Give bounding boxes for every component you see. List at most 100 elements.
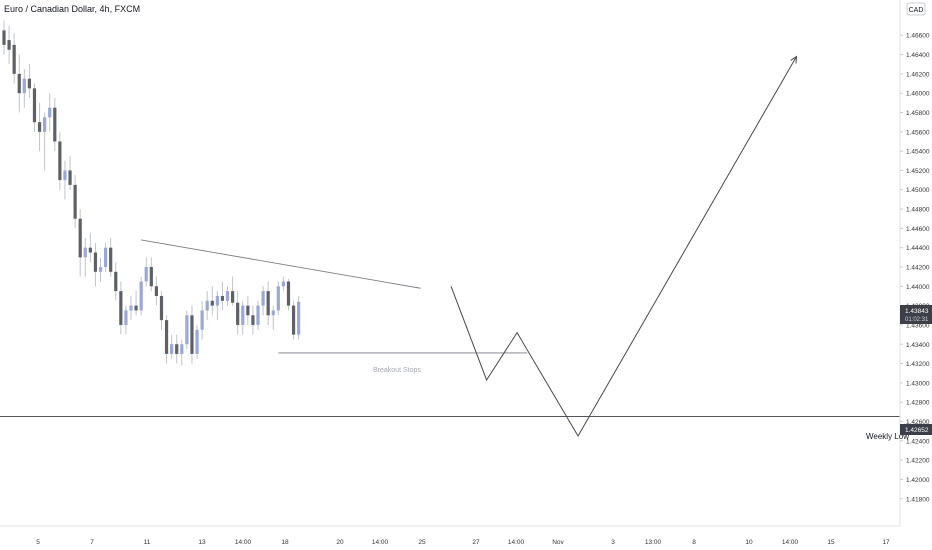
candle xyxy=(68,155,72,190)
candle xyxy=(164,315,169,364)
candle xyxy=(53,98,57,152)
time-axis[interactable]: 5 7 11 13 14:00 18 20 14:00 25 27 14:00 Nov 3 13:00 8 1… xyxy=(36,539,890,546)
candle-body xyxy=(119,291,123,325)
candle-body xyxy=(43,117,47,132)
price-tick-label: 1.44200 xyxy=(906,265,930,272)
candle xyxy=(78,209,82,277)
candle-body xyxy=(195,329,199,354)
price-tick-label: 1.42600 xyxy=(906,419,930,426)
candles-layer xyxy=(2,20,301,366)
candle-body xyxy=(73,184,77,219)
price-tick-label: 1.45000 xyxy=(906,187,930,194)
candle xyxy=(58,131,62,190)
drawings-layer xyxy=(0,55,900,437)
candle-body xyxy=(109,247,113,272)
candle-body xyxy=(58,141,62,181)
candle xyxy=(129,295,133,321)
candle xyxy=(231,276,235,306)
time-tick-label: 14:00 xyxy=(372,539,389,546)
currency-badge[interactable] xyxy=(906,2,926,16)
time-tick-label: 7 xyxy=(90,539,94,546)
candle xyxy=(286,278,291,311)
candle-body xyxy=(104,247,108,267)
candle xyxy=(2,20,6,55)
time-tick-label: 17 xyxy=(882,539,890,546)
candle-body xyxy=(256,305,260,325)
candle-body xyxy=(205,300,209,311)
current-price: 1.43843 xyxy=(905,308,929,315)
time-tick-label: 18 xyxy=(281,539,289,546)
candle-body xyxy=(220,295,225,301)
candle-body xyxy=(159,295,164,321)
candle-body xyxy=(164,320,169,354)
candle-body xyxy=(281,281,285,287)
candle-body xyxy=(88,247,92,253)
price-tick-label: 1.44000 xyxy=(906,284,930,291)
candle-body xyxy=(129,305,133,311)
candle xyxy=(266,281,270,325)
projection-arrowhead xyxy=(790,55,798,64)
candle xyxy=(281,276,285,292)
time-tick-label: 10 xyxy=(745,539,753,546)
candle xyxy=(98,257,103,282)
price-tick-label: 1.43400 xyxy=(906,342,930,349)
price-tick-label: 1.42000 xyxy=(906,477,930,484)
candle-body xyxy=(246,305,250,316)
candle-body xyxy=(124,310,128,325)
candle-body xyxy=(185,315,189,345)
candle xyxy=(93,242,98,287)
projection-path xyxy=(450,56,797,437)
price-tick-label: 1.43000 xyxy=(906,380,930,387)
currency-label: CAD xyxy=(909,7,924,14)
time-tick-label: Nov xyxy=(552,539,564,546)
candle-body xyxy=(170,344,174,354)
time-tick-label: 20 xyxy=(336,539,344,546)
candle xyxy=(205,291,209,321)
price-tick-label: 1.46000 xyxy=(906,91,930,98)
candle-body xyxy=(139,281,143,311)
candle xyxy=(175,334,179,364)
candle-body xyxy=(241,305,245,325)
current-price-tag xyxy=(900,305,932,324)
candle-body xyxy=(114,271,118,292)
candle-body xyxy=(134,305,138,311)
candle-body xyxy=(149,267,153,287)
price-tick-label: 1.45800 xyxy=(906,110,930,117)
time-tick-label: 14:00 xyxy=(782,539,799,546)
candle-body xyxy=(154,286,158,296)
candle xyxy=(109,238,113,277)
candle xyxy=(149,257,153,292)
candle-body xyxy=(98,267,103,272)
candle xyxy=(220,281,225,311)
candle xyxy=(154,276,158,306)
price-tick-label: 1.43200 xyxy=(906,361,930,368)
candle xyxy=(297,295,301,340)
candle-body xyxy=(2,30,6,45)
candle xyxy=(17,54,21,113)
candle-body xyxy=(27,78,31,89)
candle xyxy=(124,305,128,335)
candle xyxy=(190,305,194,364)
candle xyxy=(225,286,230,306)
descending-trendline xyxy=(141,239,421,289)
candle xyxy=(215,291,219,321)
candle xyxy=(180,339,184,366)
candle xyxy=(134,291,138,316)
candle-body xyxy=(7,40,11,50)
candle xyxy=(144,257,148,287)
candle-body xyxy=(266,291,270,316)
candle-body xyxy=(276,286,280,311)
time-tick-label: 8 xyxy=(692,539,696,546)
price-tick-label: 1.42800 xyxy=(906,400,930,407)
candle xyxy=(236,291,240,335)
candle-body xyxy=(32,88,37,123)
candle-body xyxy=(22,78,26,94)
candle-body xyxy=(144,267,148,282)
candle xyxy=(88,233,92,263)
candle-body xyxy=(215,295,219,306)
candle-body xyxy=(37,122,42,132)
candle xyxy=(256,300,260,330)
time-tick-label: 14:00 xyxy=(235,539,252,546)
candle-body xyxy=(190,315,194,354)
